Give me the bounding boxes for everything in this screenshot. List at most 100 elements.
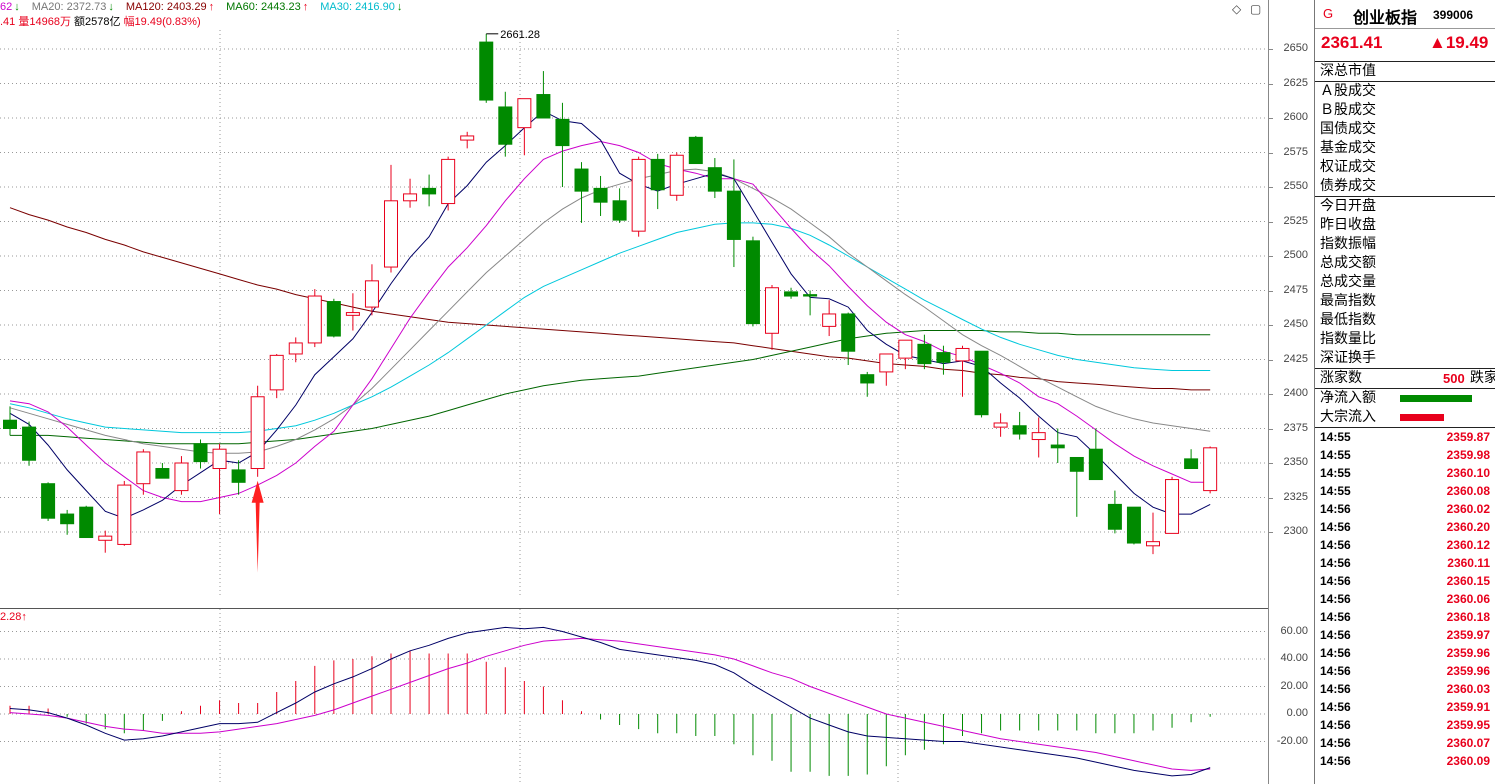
ma-legend-item: MA20: 2372.73 <box>31 1 107 13</box>
candle <box>1146 512 1160 555</box>
chart-area[interactable]: 62 ↓ MA20: 2372.73 ↓ MA120: 2403.29 ↑ MA60: 24… <box>0 0 1268 784</box>
candle <box>669 152 684 201</box>
candle-body <box>631 158 646 232</box>
macd-tick-label: -20.00 <box>1276 734 1308 747</box>
candle-body <box>822 313 837 327</box>
tick-price: 2359.98 <box>1446 448 1490 462</box>
stat-label: 深证换手 <box>1320 350 1376 366</box>
candle <box>955 345 970 397</box>
candle-body <box>1050 444 1065 449</box>
tick-row: 14:56 2359.91 <box>1315 698 1495 716</box>
candle-body <box>269 354 284 391</box>
block-inflow-row: 大宗流入 <box>1315 408 1495 427</box>
candle <box>384 164 398 273</box>
tick-row: 14:56 2359.97 <box>1315 626 1495 644</box>
candle <box>917 334 932 370</box>
candle-body <box>155 468 170 479</box>
tick-row: 14:56 2360.12 <box>1315 536 1495 554</box>
tick-price: 2360.09 <box>1446 754 1490 768</box>
price-change: ▲19.49 <box>1429 33 1489 52</box>
stat-label: 总成交量 <box>1320 274 1376 290</box>
tick-price: 2360.15 <box>1446 574 1490 588</box>
dea-line <box>9 637 1211 771</box>
stat-label: 指数量比 <box>1320 331 1376 347</box>
tick-time: 14:56 <box>1320 700 1351 714</box>
y-tick-label: 2450 <box>1283 318 1308 330</box>
candle-body <box>212 448 227 470</box>
candle-body <box>326 301 341 337</box>
amount-label: 额2578亿 <box>74 16 121 28</box>
macd-histogram <box>9 650 1211 776</box>
arrow-down-icon: ↓ <box>396 1 403 13</box>
candle-body <box>784 291 799 297</box>
stat-group-index: 今日开盘 昨日收盘 指数振幅 总成交额 总成交量 最高指数 最低指数 指数量比 深证换手 <box>1315 196 1495 368</box>
y-tick-label: 2475 <box>1283 283 1308 296</box>
tick-time: 14:56 <box>1320 736 1351 750</box>
flow-group: 净流入额 大宗流入 <box>1315 388 1495 427</box>
index-code: 399006 <box>1433 8 1474 22</box>
arrow-up-icon: ↑ <box>302 1 309 13</box>
tick-list[interactable]: 14:55 2359.87 14:55 2359.98 14:55 2360.10 14:5… <box>1315 427 1495 770</box>
y-tick-mark <box>1269 428 1273 430</box>
y-tick-mark <box>1269 394 1273 395</box>
candle <box>1165 476 1180 534</box>
grid-lines <box>0 30 1268 598</box>
candle-body <box>193 443 208 463</box>
net-inflow-label: 净流入额 <box>1320 390 1376 406</box>
y-tick-mark <box>1269 187 1273 188</box>
high-marker-label: 2661.28 <box>500 29 540 41</box>
net-inflow-bar <box>1400 395 1472 402</box>
block-inflow-bar <box>1400 414 1444 421</box>
candlestick-chart[interactable]: 2661.28 <box>0 0 1268 608</box>
candle-body <box>1069 456 1084 472</box>
tick-price: 2359.87 <box>1446 430 1490 444</box>
tick-row: 14:56 2360.03 <box>1315 680 1495 698</box>
last-price: 2361.41 <box>1321 33 1383 52</box>
macd-tick-label: 20.00 <box>1280 679 1308 692</box>
candle <box>22 421 37 466</box>
candle <box>631 156 646 237</box>
candle-body <box>669 154 684 196</box>
ma5-line <box>9 110 1211 519</box>
tick-price: 2360.11 <box>1447 556 1490 570</box>
y-tick-mark <box>1269 221 1273 223</box>
candle <box>288 337 303 363</box>
ma30-line <box>9 222 1211 434</box>
ma-legend: 62 ↓ MA20: 2372.73 ↓ MA120: 2403.29 ↑ MA60: 24… <box>0 0 414 14</box>
candle <box>1069 456 1084 517</box>
candle <box>326 298 341 338</box>
macd-tick-label: 60.00 <box>1280 624 1308 637</box>
candle-body <box>803 294 818 297</box>
candle-body <box>688 136 703 165</box>
tick-row: 14:55 2359.87 <box>1315 428 1495 446</box>
candle <box>841 312 856 366</box>
y-tick-mark <box>1269 290 1273 292</box>
candle <box>193 439 208 469</box>
candle <box>498 91 513 157</box>
candle-body <box>593 187 608 203</box>
tick-price: 2359.96 <box>1446 646 1490 660</box>
candle-body <box>288 342 303 355</box>
y-tick-mark <box>1269 152 1273 154</box>
y-tick-label: 2375 <box>1283 421 1308 434</box>
stat-label: 国债成交 <box>1320 121 1376 137</box>
quote-price-row: 2361.41 ▲19.49 <box>1315 28 1495 61</box>
y-tick-label: 2550 <box>1283 180 1308 192</box>
quote-panel: G 创业板指 399006 2361.41 ▲19.49 深总市值 Ａ股成交 Ｂ股… <box>1314 0 1495 784</box>
tick-time: 14:56 <box>1320 664 1351 678</box>
tick-price: 2360.18 <box>1446 610 1490 624</box>
candle <box>422 174 437 207</box>
y-tick-label: 2425 <box>1283 352 1308 365</box>
macd-chart[interactable] <box>0 609 1268 784</box>
candle <box>1012 411 1027 440</box>
candle-body <box>3 419 17 430</box>
candle-body <box>1146 541 1160 547</box>
candle-body <box>517 98 532 129</box>
diamond-icon[interactable]: ◇ <box>1232 2 1242 16</box>
window-icon[interactable]: ▢ <box>1250 2 1262 16</box>
candle <box>231 460 246 495</box>
candle <box>726 159 741 268</box>
arrow-up-icon: ↑ <box>208 1 215 13</box>
tick-price: 2360.12 <box>1446 538 1490 552</box>
tick-price: 2359.91 <box>1446 700 1490 714</box>
